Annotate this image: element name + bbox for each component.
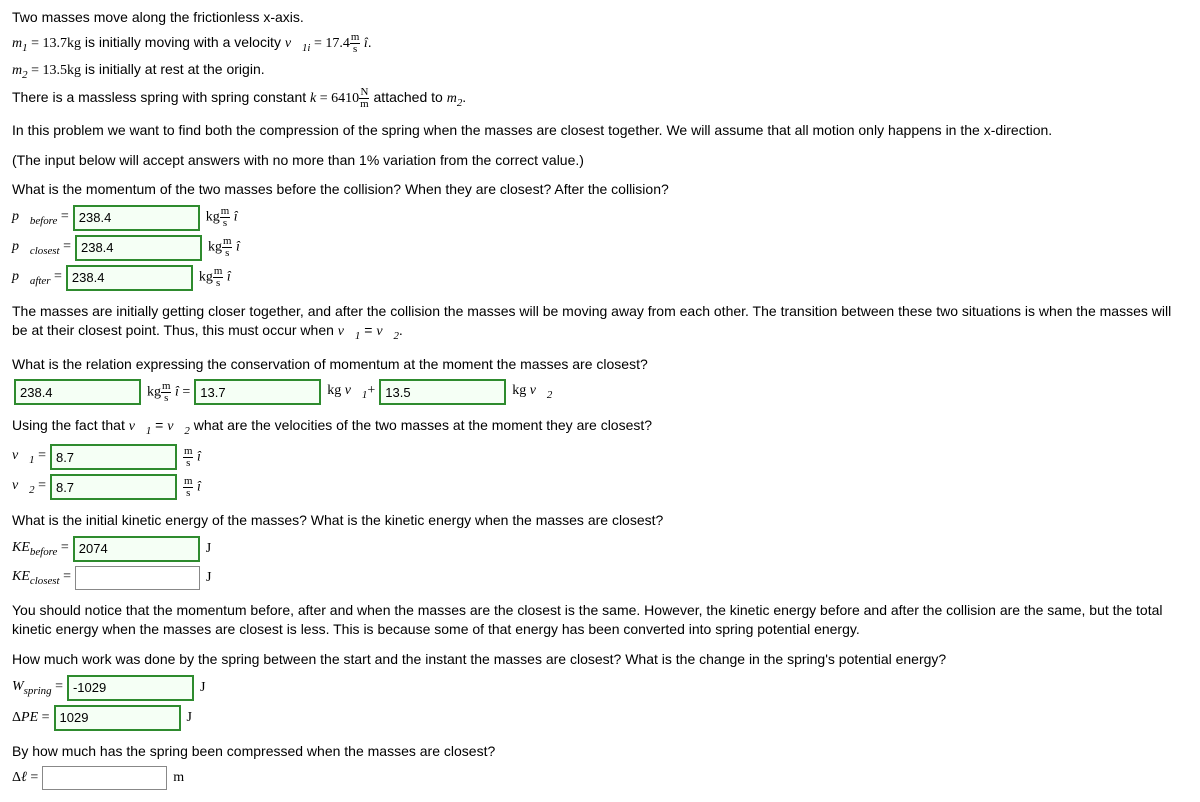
cons-m1-unit: kg v⃗1+ <box>327 381 375 403</box>
intro-line-spring: There is a massless spring with spring c… <box>12 87 1188 111</box>
p-closest-label: p⃗closest = <box>12 237 71 259</box>
v1-unit: ms î <box>183 446 201 469</box>
w-spring-unit: J <box>200 678 205 698</box>
ke-closest-input[interactable] <box>75 566 200 590</box>
nm-frac: Nm <box>359 87 369 110</box>
ke-before-unit: J <box>206 539 211 559</box>
intro-line-m2: m2 = 13.5kg is initially at rest at the … <box>12 60 1188 83</box>
i-hat: î <box>360 36 367 51</box>
w-spring-label: Wspring = <box>12 677 63 699</box>
spring-text-b: attached to <box>374 89 447 105</box>
v1i-period: . <box>368 34 372 50</box>
question-work: How much work was done by the spring bet… <box>12 650 1188 670</box>
v1-label: v⃗1 = <box>12 446 46 468</box>
question-ke: What is the initial kinetic energy of th… <box>12 511 1188 531</box>
p-before-label: p⃗before = <box>12 207 69 229</box>
question-momentum: What is the momentum of the two masses b… <box>12 180 1188 200</box>
v2-unit: ms î <box>183 476 201 499</box>
problem-description: In this problem we want to find both the… <box>12 121 1188 141</box>
cons-lhs-unit: kgms î = <box>147 381 190 404</box>
m2-symbol: m <box>12 63 22 78</box>
p-before-input[interactable] <box>73 205 200 231</box>
m2-ref: m <box>447 91 457 106</box>
m1-symbol: m <box>12 36 22 51</box>
v1i-symbol: v⃗ <box>285 36 302 51</box>
cons-lhs-input[interactable] <box>14 379 141 405</box>
intro-line-m1: m1 = 13.7kg is initially moving with a v… <box>12 32 1188 56</box>
p-after-unit: kgms î <box>199 266 231 289</box>
v1i-value: = 17.4 <box>310 36 349 51</box>
question-conservation: What is the relation expressing the cons… <box>12 355 1188 375</box>
v2-input[interactable] <box>50 474 177 500</box>
p-closest-unit: kgms î <box>208 236 240 259</box>
ms-frac: ms <box>350 32 360 55</box>
dpe-unit: J <box>187 708 192 728</box>
v2-label: v⃗2 = <box>12 476 46 498</box>
p-closest-input[interactable] <box>75 235 202 261</box>
spring-text-a: There is a massless spring with spring c… <box>12 89 310 105</box>
p-before-unit: kgms î <box>206 206 238 229</box>
dl-unit: m <box>173 768 184 788</box>
v1-input[interactable] <box>50 444 177 470</box>
m2-text: is initially at rest at the origin. <box>81 61 265 77</box>
ke-closest-label: KEclosest = <box>12 567 71 589</box>
dl-label: Δℓ = <box>12 768 38 788</box>
ke-before-label: KEbefore = <box>12 538 69 560</box>
cons-m1-input[interactable] <box>194 379 321 405</box>
dpe-label: ΔPE = <box>12 708 50 728</box>
p-after-input[interactable] <box>66 265 193 291</box>
m2-value: = 13.5kg <box>28 63 81 78</box>
dpe-input[interactable] <box>54 705 181 731</box>
cons-m2-input[interactable] <box>379 379 506 405</box>
ke-closest-unit: J <box>206 568 211 588</box>
transition-text: The masses are initially getting closer … <box>12 302 1188 345</box>
spring-text-c: . <box>462 89 466 105</box>
w-spring-input[interactable] <box>67 675 194 701</box>
p-after-label: p⃗after = <box>12 267 62 289</box>
k-value: = 6410 <box>316 91 359 106</box>
intro-line-1: Two masses move along the frictionless x… <box>12 8 1188 28</box>
ke-before-input[interactable] <box>73 536 200 562</box>
m1-value: = 13.7kg <box>28 36 81 51</box>
tolerance-note: (The input below will accept answers wit… <box>12 151 1188 171</box>
cons-m2-unit: kg v⃗2 <box>512 381 552 403</box>
question-compression: By how much has the spring been compress… <box>12 742 1188 762</box>
notice-text: You should notice that the momentum befo… <box>12 601 1188 640</box>
question-velocities: Using the fact that v⃗1 = v⃗2 what are t… <box>12 416 1188 439</box>
dl-input[interactable] <box>42 766 167 790</box>
m1-text: is initially moving with a velocity <box>81 34 285 50</box>
